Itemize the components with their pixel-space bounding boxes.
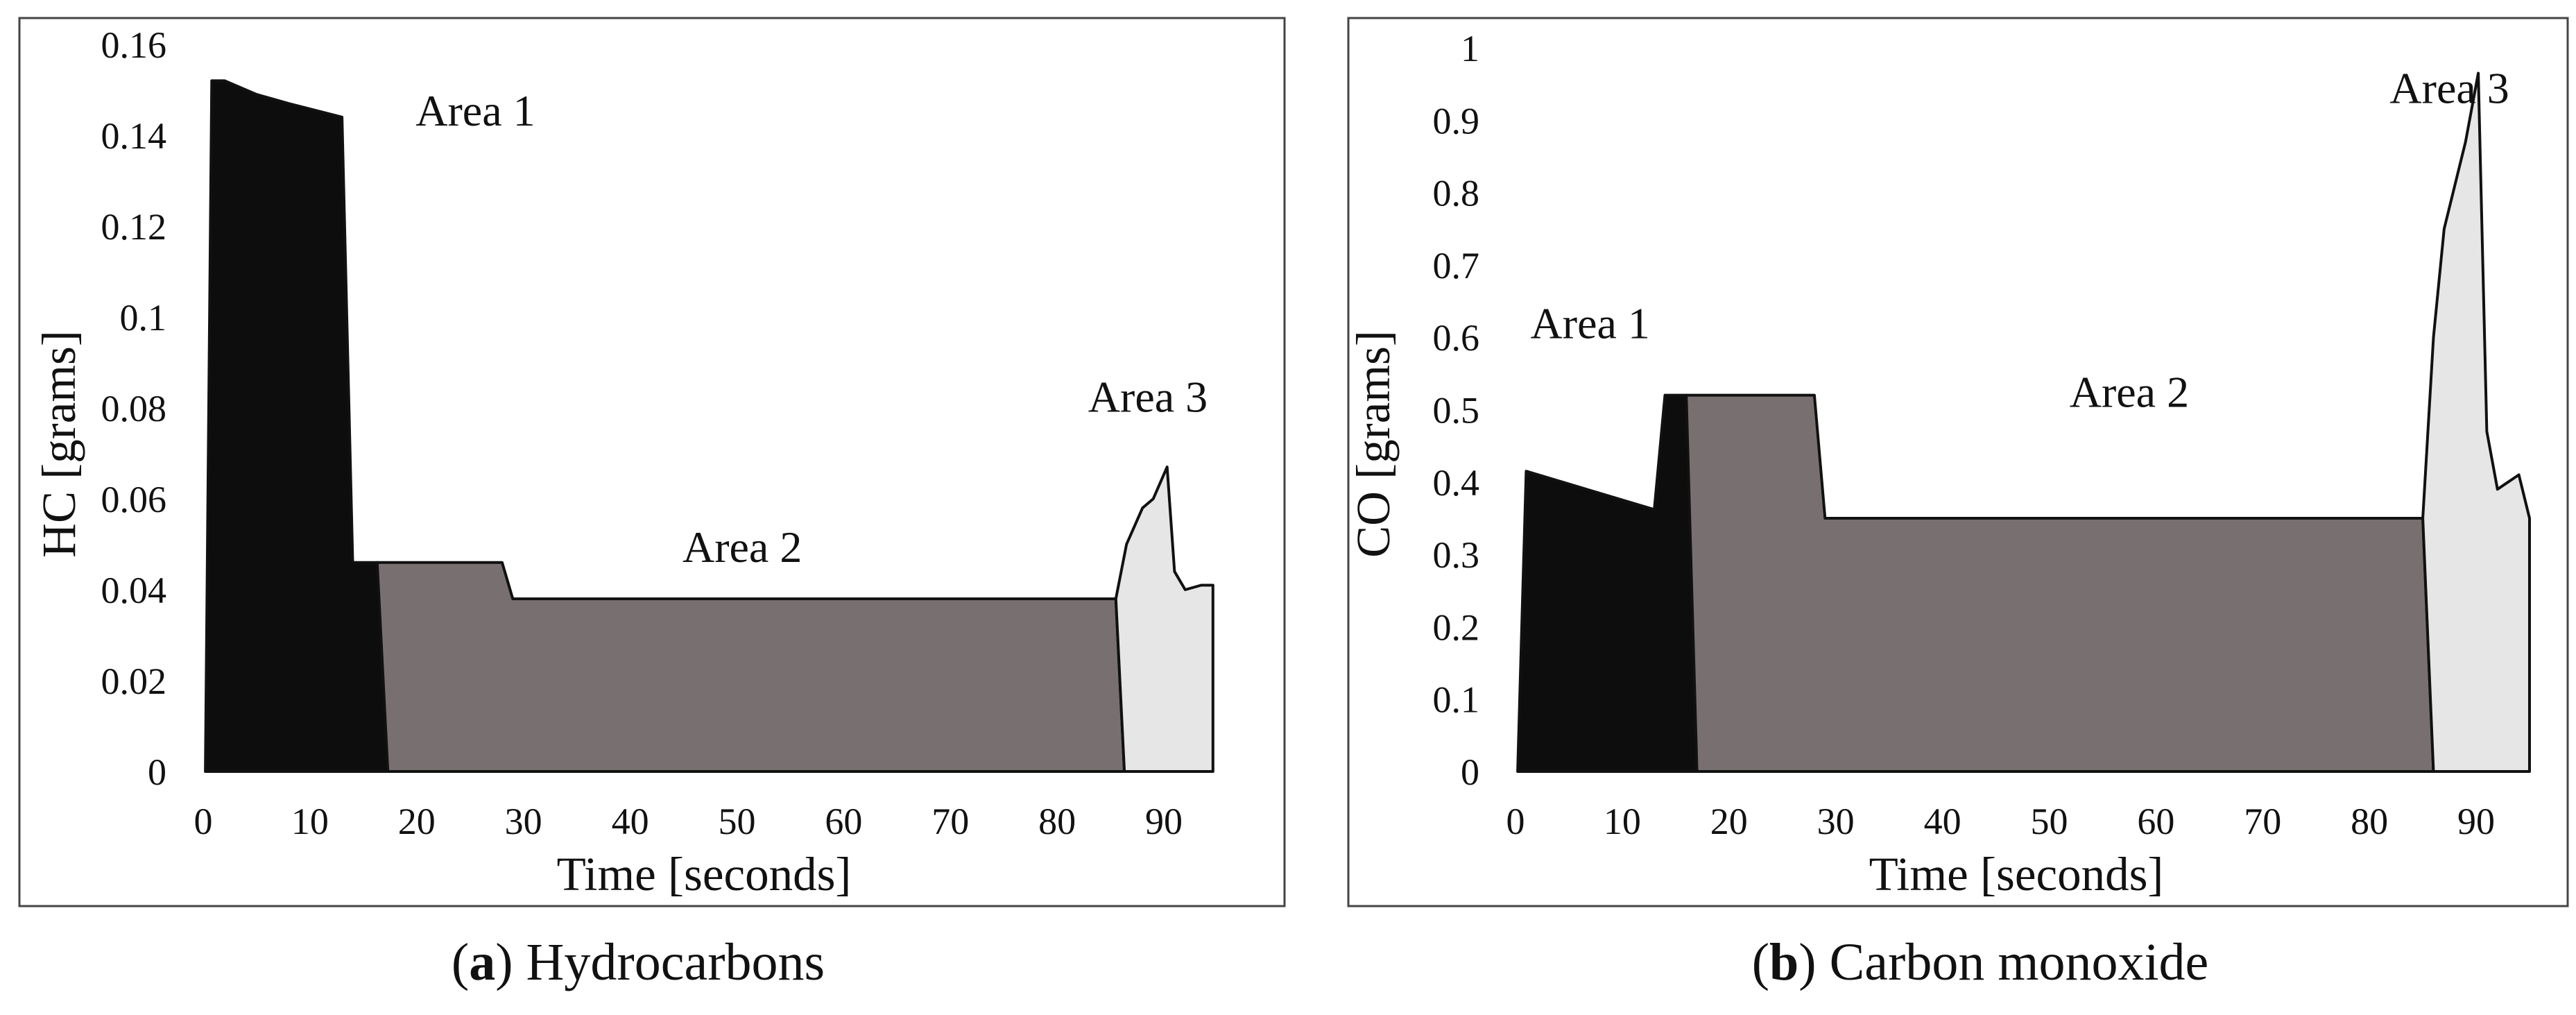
hc-xtick-label: 30 [505, 801, 542, 842]
hc-xtick-label: 50 [718, 801, 755, 842]
co-xtick-label: 10 [1604, 801, 1641, 842]
co-xtick-label: 90 [2457, 801, 2495, 842]
hc-ytick-label: 0.1 [120, 297, 167, 339]
co-ytick-label: 0.2 [1433, 606, 1480, 648]
co-ytick-label: 1 [1461, 28, 1479, 69]
hc-xticks: 0 10 20 30 40 50 60 70 80 90 [194, 801, 1183, 842]
panel-hc: 0 0.02 0.04 0.06 0.08 0.1 0.12 0.14 0.16 0 10 20 30… [18, 17, 1286, 907]
caption-b-letter: b [1769, 933, 1798, 991]
hc-xlabel: Time [seconds] [557, 848, 852, 901]
hc-ytick-label: 0.04 [101, 570, 167, 611]
hc-xtick-label: 10 [291, 801, 329, 842]
co-ytick-label: 0.7 [1433, 245, 1480, 287]
hc-xtick-label: 20 [398, 801, 436, 842]
co-xtick-label: 20 [1710, 801, 1748, 842]
co-xtick-label: 50 [2030, 801, 2068, 842]
co-xtick-label: 80 [2351, 801, 2388, 842]
hc-annotation-area-2: Area 2 [682, 522, 802, 572]
hc-ytick-label: 0.16 [101, 24, 167, 66]
co-xtick-label: 40 [1924, 801, 1961, 842]
hc-annotation-area-3: Area 3 [1088, 373, 1208, 422]
hc-areas [204, 79, 1214, 773]
co-xtick-label: 0 [1506, 801, 1525, 842]
co-xtick-label: 60 [2137, 801, 2174, 842]
co-annotation-area-3: Area 3 [2389, 63, 2509, 112]
hc-annotation-area-1: Area 1 [415, 86, 535, 135]
co-ytick-label: 0.4 [1433, 462, 1480, 504]
hc-ytick-label: 0 [148, 751, 166, 793]
hc-yticks: 0 0.02 0.04 0.06 0.08 0.1 0.12 0.14 0.16 [101, 24, 167, 793]
co-ytick-label: 0.3 [1433, 534, 1480, 576]
hc-xtick-label: 70 [931, 801, 969, 842]
hc-ytick-label: 0.12 [101, 206, 167, 248]
hc-annotations: Area 1 Area 2 Area 3 [415, 86, 1208, 572]
hc-xtick-label: 80 [1038, 801, 1076, 842]
co-xlabel: Time [seconds] [1869, 848, 2164, 901]
co-xtick-label: 70 [2244, 801, 2281, 842]
co-annotation-area-1: Area 1 [1531, 298, 1650, 348]
caption-a-text: Hydrocarbons [513, 933, 825, 991]
hc-ytick-label: 0.08 [101, 388, 167, 429]
co-area-3 [2421, 71, 2531, 773]
co-ytick-label: 0.5 [1433, 390, 1480, 432]
co-xticks: 0 10 20 30 40 50 60 70 80 90 [1506, 801, 2496, 842]
hc-xtick-label: 90 [1145, 801, 1183, 842]
co-ytick-label: 0.6 [1433, 317, 1480, 359]
hc-xtick-label: 60 [825, 801, 862, 842]
caption-a: (a) Hydrocarbons [452, 933, 825, 991]
hc-xtick-label: 0 [194, 801, 213, 842]
co-ytick-label: 0.1 [1433, 679, 1480, 721]
hc-xtick-label: 40 [612, 801, 649, 842]
panel-co: 0 0.1 0.2 0.3 0.4 0.5 0.6 0.7 0.8 0.9 1 0 10 20 30 40 5… [1347, 17, 2569, 907]
co-ytick-label: 0 [1461, 751, 1479, 793]
co-ytick-label: 0.9 [1433, 100, 1480, 142]
hc-ytick-label: 0.02 [101, 660, 167, 702]
co-annotation-area-2: Area 2 [2070, 367, 2189, 416]
hc-ylabel: HC [grams] [33, 330, 85, 558]
co-ytick-label: 0.8 [1433, 173, 1480, 214]
co-xtick-label: 30 [1817, 801, 1855, 842]
caption-a-letter: a [469, 933, 495, 991]
hc-area-3 [1114, 466, 1214, 773]
co-ylabel: CO [grams] [1347, 330, 1400, 558]
co-annotations: Area 1 Area 2 Area 3 [1531, 63, 2509, 416]
hc-ytick-label: 0.14 [101, 115, 167, 157]
caption-b-text: Carbon monoxide [1817, 933, 2209, 991]
co-yticks: 0 0.1 0.2 0.3 0.4 0.5 0.6 0.7 0.8 0.9 1 [1433, 28, 1480, 793]
caption-b: (b) Carbon monoxide [1752, 933, 2209, 991]
co-areas [1516, 71, 2531, 773]
hc-ytick-label: 0.06 [101, 479, 167, 520]
